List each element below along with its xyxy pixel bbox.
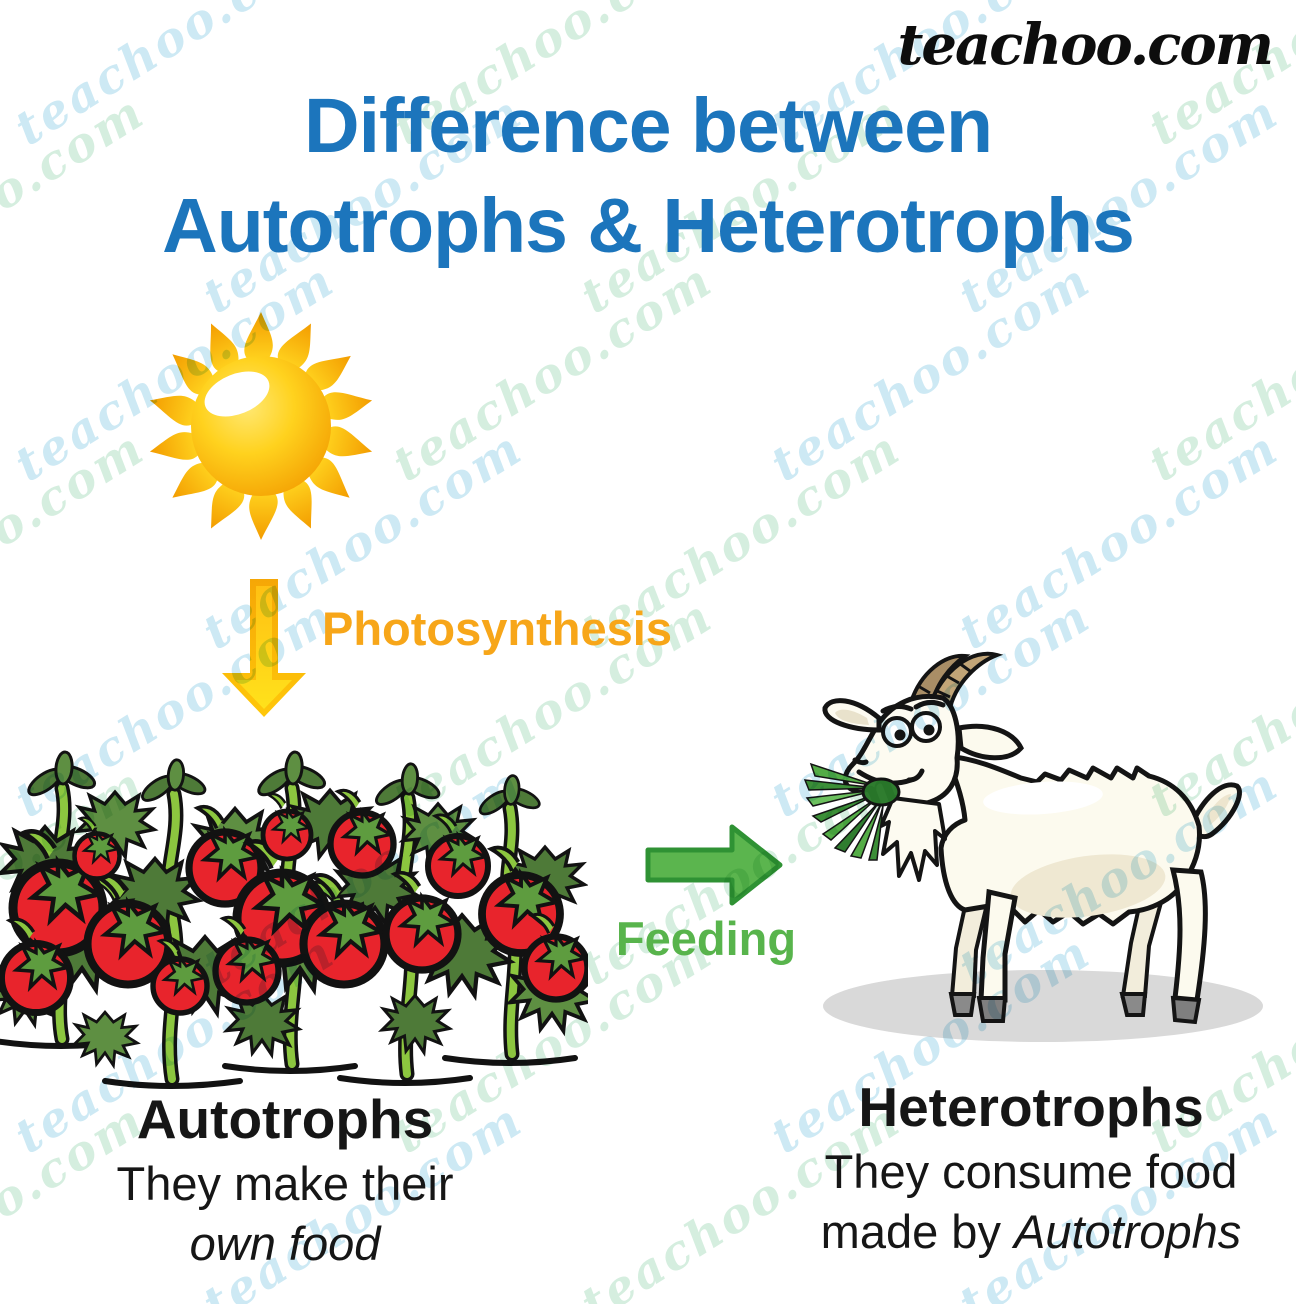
feeding-label: Feeding <box>615 912 797 965</box>
watermark-text: teachoo.com <box>949 420 1289 661</box>
watermark-text: teachoo.com <box>1139 252 1296 493</box>
sun-icon <box>146 312 376 540</box>
feeding-right-arrow-icon <box>645 824 783 906</box>
watermark-text: teachoo.com <box>761 252 1101 493</box>
autotrophs-block: Autotrophs They make their own food <box>30 1088 540 1274</box>
autotrophs-heading: Autotrophs <box>136 1088 434 1150</box>
heterotrophs-desc-line-2-italic: Autotrophs <box>1014 1205 1242 1258</box>
photosynthesis-label: Photosynthesis <box>322 602 672 655</box>
watermark-text: teachoo.com <box>0 420 155 661</box>
goat-illustration <box>803 651 1263 1042</box>
heterotrophs-heading: Heterotrophs <box>858 1076 1204 1138</box>
heterotrophs-block: Heterotrophs They consume food made by A… <box>770 1076 1292 1262</box>
heterotrophs-desc-line-2-prefix: made by <box>820 1205 1014 1258</box>
autotrophs-desc-line-2: own food <box>189 1217 381 1270</box>
photosynthesis-down-arrow-icon <box>222 579 306 717</box>
heterotrophs-desc-line-1: They consume food <box>824 1145 1238 1198</box>
heterotrophs-desc-line-2: made by Autotrophs <box>770 1202 1292 1262</box>
title-line-1: Difference between <box>303 83 993 169</box>
tomato-plants-illustration <box>0 749 588 1089</box>
teachoo-logo: teachoo.com <box>897 12 1274 78</box>
page-title: Difference between Autotrophs & Heterotr… <box>0 76 1296 276</box>
watermark-text: teachoo.com <box>383 252 723 493</box>
autotrophs-desc-line-1: They make their <box>116 1157 454 1210</box>
title-line-2: Autotrophs & Heterotrophs <box>162 183 1135 269</box>
